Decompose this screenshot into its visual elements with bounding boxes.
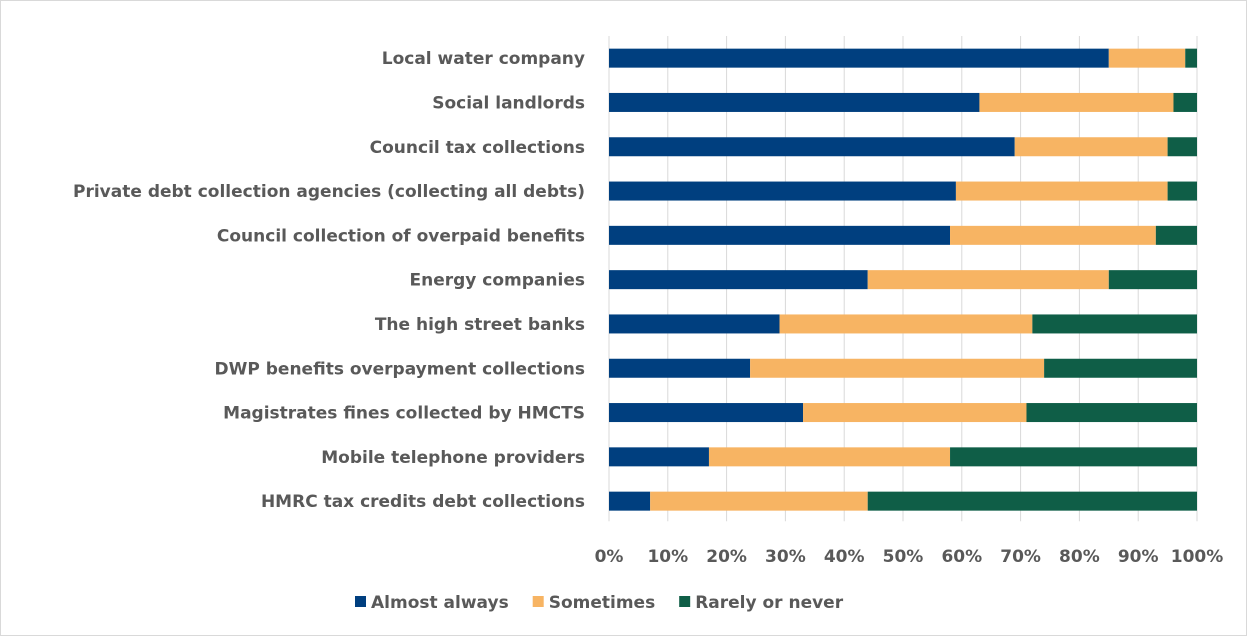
bars bbox=[609, 48, 1197, 511]
legend-swatch-0 bbox=[355, 596, 366, 607]
category-label-5: Energy companies bbox=[410, 271, 586, 291]
bar-segment-7-0 bbox=[609, 358, 751, 378]
bar-segment-9-0 bbox=[609, 447, 709, 467]
bar-segment-1-2 bbox=[1173, 92, 1197, 112]
bar-segment-5-2 bbox=[1108, 270, 1197, 290]
bar-segment-5-0 bbox=[609, 270, 868, 290]
x-tick-label-2: 20% bbox=[706, 547, 747, 567]
x-tick-label-7: 70% bbox=[1000, 547, 1041, 567]
legend: Almost always Sometimes Rarely or never bbox=[355, 593, 844, 613]
x-tick-label-5: 50% bbox=[883, 547, 924, 567]
bar-segment-9-1 bbox=[708, 447, 951, 467]
bar-segment-5-1 bbox=[867, 270, 1109, 290]
bar-segment-1-0 bbox=[609, 92, 980, 112]
legend-swatch-1 bbox=[532, 596, 544, 607]
bar-segment-8-0 bbox=[609, 403, 804, 423]
bar-segment-4-2 bbox=[1155, 225, 1197, 245]
bar-segment-3-0 bbox=[609, 181, 956, 201]
legend-swatch-2 bbox=[679, 596, 691, 607]
bar-segment-6-0 bbox=[609, 314, 780, 334]
legend-label-0: Almost always bbox=[371, 593, 509, 613]
bar-segment-0-1 bbox=[1108, 48, 1186, 68]
category-label-8: Magistrates fines collected by HMCTS bbox=[223, 404, 585, 424]
category-label-10: HMRC tax credits debt collections bbox=[261, 492, 585, 512]
legend-label-2: Rarely or never bbox=[695, 593, 844, 613]
bar-segment-6-1 bbox=[779, 314, 1033, 334]
x-tick-label-4: 40% bbox=[824, 547, 865, 567]
bar-segment-4-1 bbox=[950, 225, 1156, 245]
bar-segment-9-2 bbox=[950, 447, 1197, 467]
bar-segment-6-2 bbox=[1032, 314, 1197, 334]
x-tick-label-1: 10% bbox=[647, 547, 688, 567]
bar-segment-2-0 bbox=[609, 137, 1015, 157]
bar-segment-10-0 bbox=[609, 491, 651, 511]
bar-segment-2-2 bbox=[1167, 137, 1197, 157]
x-tick-label-3: 30% bbox=[765, 547, 806, 567]
bar-segment-0-0 bbox=[609, 48, 1109, 68]
bar-segment-1-1 bbox=[979, 92, 1174, 112]
x-tick-label-8: 80% bbox=[1059, 547, 1100, 567]
x-tick-label-9: 90% bbox=[1118, 547, 1159, 567]
category-label-9: Mobile telephone providers bbox=[321, 448, 585, 468]
bar-segment-3-2 bbox=[1167, 181, 1197, 201]
category-label-0: Local water company bbox=[382, 49, 585, 69]
category-labels: Local water company Social landlords Counc… bbox=[73, 49, 585, 512]
category-label-4: Council collection of overpaid benefits bbox=[217, 226, 585, 246]
bar-segment-2-1 bbox=[1014, 137, 1168, 157]
bar-segment-7-1 bbox=[750, 358, 1045, 378]
bar-segment-7-2 bbox=[1044, 358, 1197, 378]
bar-segment-0-2 bbox=[1185, 48, 1197, 68]
category-label-1: Social landlords bbox=[432, 93, 585, 113]
bar-segment-10-2 bbox=[867, 491, 1197, 511]
category-label-3: Private debt collection agencies (collec… bbox=[73, 182, 585, 202]
bar-segment-8-1 bbox=[803, 403, 1027, 423]
x-axis-tick-labels: 0% 10% 20% 30% 40% 50% 60% 70% 80% 90% 100% bbox=[595, 547, 1224, 567]
x-tick-label-6: 60% bbox=[941, 547, 982, 567]
x-tick-label-10: 100% bbox=[1171, 547, 1224, 567]
bar-segment-3-1 bbox=[955, 181, 1168, 201]
x-tick-label-0: 0% bbox=[595, 547, 624, 567]
category-label-2: Council tax collections bbox=[370, 138, 585, 158]
category-label-6: The high street banks bbox=[375, 315, 585, 335]
bar-segment-8-2 bbox=[1026, 403, 1197, 423]
bar-segment-4-0 bbox=[609, 225, 951, 245]
bar-segment-10-1 bbox=[650, 491, 868, 511]
category-label-7: DWP benefits overpayment collections bbox=[215, 359, 585, 379]
legend-label-1: Sometimes bbox=[549, 593, 655, 613]
